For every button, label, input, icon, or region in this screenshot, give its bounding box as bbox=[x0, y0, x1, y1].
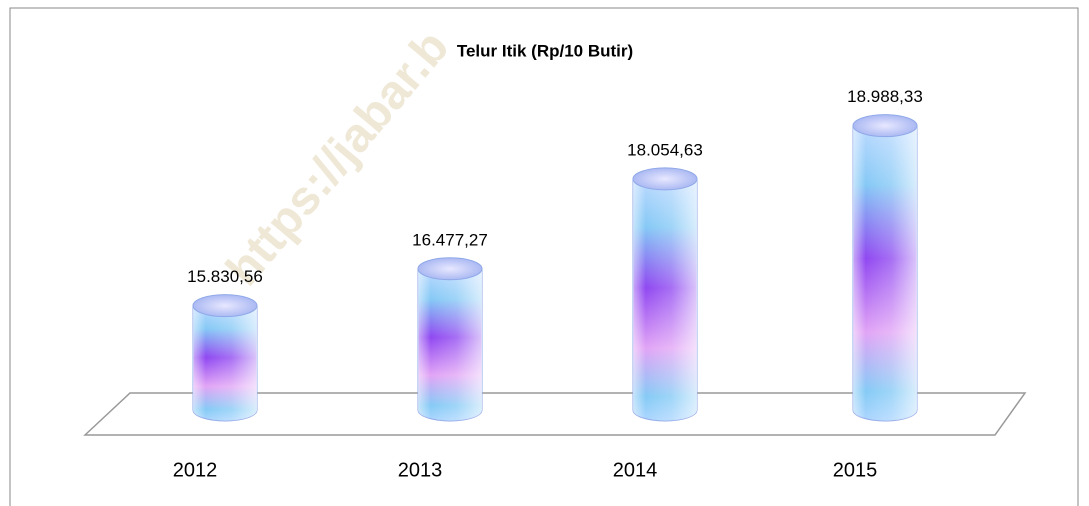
x-tick-label: 2014 bbox=[613, 459, 658, 481]
x-tick-label: 2015 bbox=[833, 459, 878, 481]
cylinder-top bbox=[852, 114, 918, 138]
value-label: 15.830,56 bbox=[187, 267, 263, 286]
cylinder-top bbox=[632, 167, 698, 191]
chart-title: Telur Itik (Rp/10 Butir) bbox=[457, 41, 633, 60]
watermark: https://jabar.b bbox=[216, 21, 459, 296]
cylinder-top bbox=[192, 294, 258, 318]
cylinder-shade bbox=[418, 268, 482, 421]
chart-frame bbox=[9, 7, 1079, 506]
cylinder-shade bbox=[633, 178, 697, 421]
cylinder bbox=[417, 257, 483, 422]
cylinder bbox=[632, 167, 698, 422]
x-tick-label: 2012 bbox=[173, 459, 218, 481]
cylinder bbox=[852, 114, 918, 422]
floor bbox=[83, 392, 1027, 436]
x-tick-label: 2013 bbox=[398, 459, 443, 481]
value-label: 18.988,33 bbox=[847, 87, 923, 106]
cylinder-shade bbox=[853, 125, 917, 421]
value-label: 16.477,27 bbox=[412, 230, 488, 249]
cylinder-shade bbox=[193, 305, 257, 421]
cylinder bbox=[192, 294, 258, 422]
cylinder-top bbox=[417, 257, 483, 281]
value-label: 18.054,63 bbox=[627, 140, 703, 159]
